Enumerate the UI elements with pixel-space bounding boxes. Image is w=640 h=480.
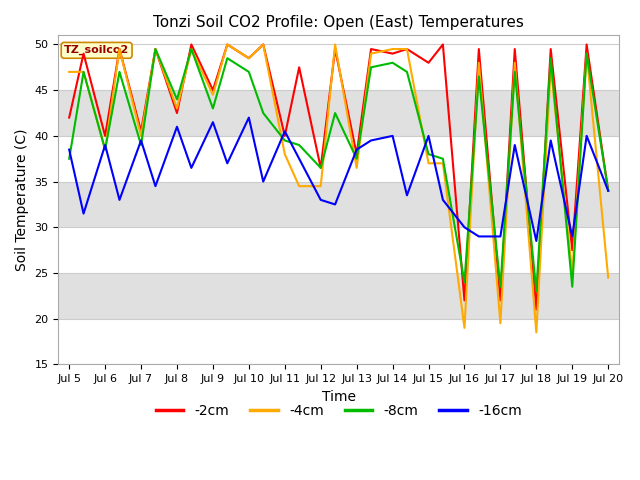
X-axis label: Time: Time: [322, 390, 356, 404]
Bar: [58, 273, 619, 319]
Bar: [58, 136, 619, 181]
Bar: [58, 45, 619, 90]
Legend: -2cm, -4cm, -8cm, -16cm: -2cm, -4cm, -8cm, -16cm: [150, 398, 527, 423]
Title: Tonzi Soil CO2 Profile: Open (East) Temperatures: Tonzi Soil CO2 Profile: Open (East) Temp…: [153, 15, 524, 30]
Bar: [58, 319, 619, 364]
Bar: [58, 181, 619, 228]
Text: TZ_soilco2: TZ_soilco2: [64, 45, 129, 56]
Bar: [58, 228, 619, 273]
Y-axis label: Soil Temperature (C): Soil Temperature (C): [15, 129, 29, 271]
Bar: [58, 90, 619, 136]
